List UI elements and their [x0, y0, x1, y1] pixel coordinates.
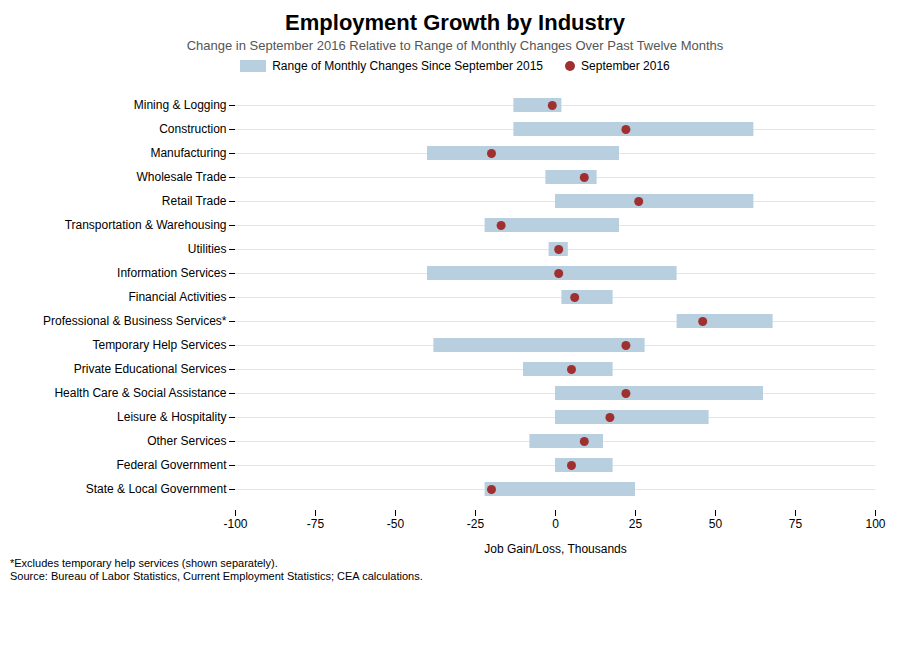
svg-text:Health Care & Social Assistanc: Health Care & Social Assistance — [54, 386, 226, 400]
svg-text:-50: -50 — [387, 517, 405, 531]
html-text:Change in September 2016 Relat: Change in September 2016 Relative to Ran… — [186, 38, 724, 53]
svg-text:-75: -75 — [307, 517, 325, 531]
svg-text:75: 75 — [789, 517, 803, 531]
svg-text:50: 50 — [709, 517, 723, 531]
html-text:September 2016: September 2016 — [581, 59, 670, 73]
svg-text:Information Services: Information Services — [117, 266, 226, 280]
svg-text:0: 0 — [552, 517, 559, 531]
svg-text:Temporary Help Services: Temporary Help Services — [92, 338, 226, 352]
svg-text:Retail Trade: Retail Trade — [162, 194, 227, 208]
svg-text:100: 100 — [865, 517, 885, 531]
svg-text:25: 25 — [629, 517, 643, 531]
svg-text:-100: -100 — [223, 517, 247, 531]
svg-text:Other Services: Other Services — [147, 434, 226, 448]
svg-text:State & Local Government: State & Local Government — [86, 482, 227, 496]
svg-text:Leisure & Hospitality: Leisure & Hospitality — [117, 410, 226, 424]
svg-text:Private Educational Services: Private Educational Services — [74, 362, 227, 376]
svg-text:Job Gain/Loss, Thousands: Job Gain/Loss, Thousands — [484, 542, 627, 556]
html-text:Source: Bureau of Labor Statis: Source: Bureau of Labor Statistics, Curr… — [10, 570, 423, 582]
svg-text:Manufacturing: Manufacturing — [150, 146, 226, 160]
html-text:Range of Monthly Changes Since: Range of Monthly Changes Since September… — [272, 59, 543, 73]
html-text:*Excludes temporary help servi: *Excludes temporary help services (shown… — [10, 557, 278, 569]
svg-text:Utilities: Utilities — [188, 242, 227, 256]
svg-text:Federal Government: Federal Government — [116, 458, 227, 472]
svg-text:Transportation & Warehousing: Transportation & Warehousing — [65, 218, 227, 232]
svg-text:Financial Activities: Financial Activities — [128, 290, 226, 304]
svg-text:Mining & Logging: Mining & Logging — [134, 98, 227, 112]
html-text:Employment Growth by Industry: Employment Growth by Industry — [285, 10, 625, 35]
svg-text:Professional & Business Servic: Professional & Business Services* — [43, 314, 227, 328]
svg-text:Construction: Construction — [159, 122, 226, 136]
svg-text:Wholesale Trade: Wholesale Trade — [136, 170, 226, 184]
svg-text:-25: -25 — [467, 517, 485, 531]
